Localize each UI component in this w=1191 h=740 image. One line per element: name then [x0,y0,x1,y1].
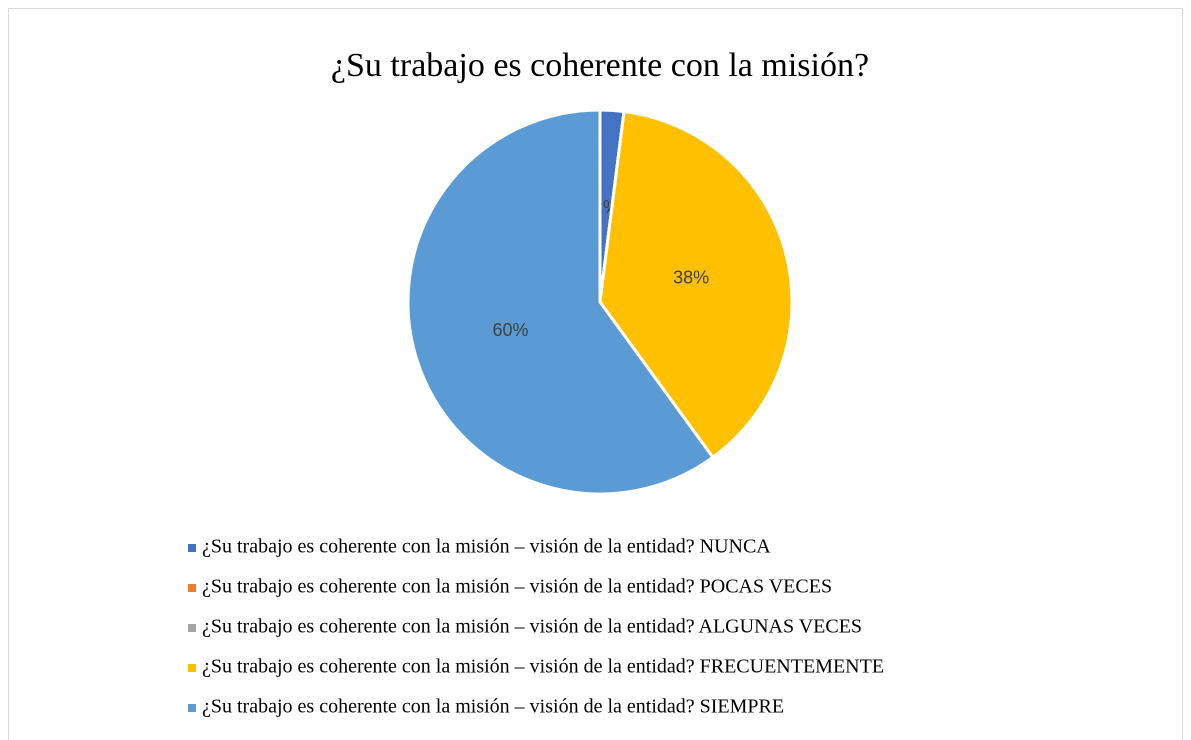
legend-label: ¿Su trabajo es coherente con la misión –… [202,536,771,558]
legend-label: ¿Su trabajo es coherente con la misión –… [202,696,784,718]
data-label: 60% [493,320,529,340]
legend-swatch [188,624,196,632]
data-label: 38% [673,267,709,287]
legend-label: ¿Su trabajo es coherente con la misión –… [202,576,832,598]
chart-title: ¿Su trabajo es coherente con la misión? [331,47,869,84]
legend-swatch [188,584,196,592]
legend-label: ¿Su trabajo es coherente con la misión –… [202,616,862,638]
pie-slice [406,108,715,496]
legend-swatch [188,544,196,552]
legend-swatch [188,704,196,712]
legend-label: ¿Su trabajo es coherente con la misión –… [202,656,884,678]
pie-slice [598,110,794,459]
legend-swatch [188,664,196,672]
